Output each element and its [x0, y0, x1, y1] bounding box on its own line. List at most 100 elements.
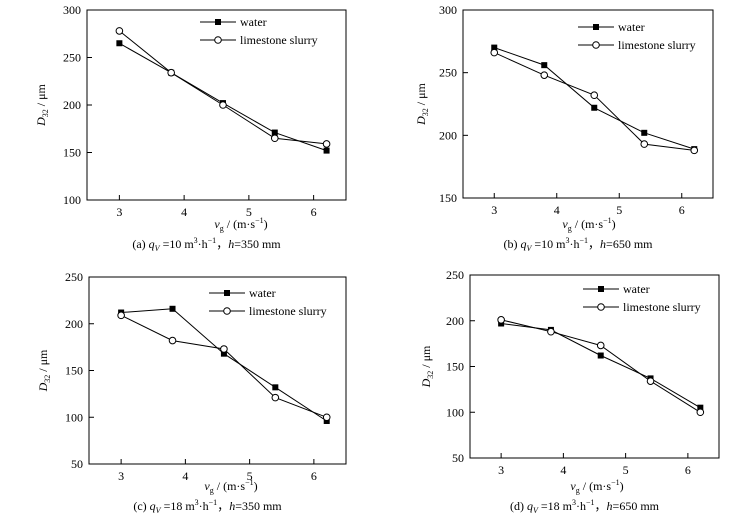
data-point-limestone-slurry [322, 413, 331, 422]
data-point-water [323, 147, 330, 154]
chart-panel-3: 3 4 5 6 50 100 150 200 250 vg / (m·s−1) D32 / μm (d… [419, 268, 720, 515]
x-tick-label: 4 [182, 469, 188, 483]
data-point-limestone-slurry [646, 377, 655, 385]
y-tick-label: 100 [65, 410, 83, 424]
y-axis-label: D32 / μm [419, 345, 435, 388]
data-point-water [697, 404, 704, 411]
data-point-water [597, 352, 604, 359]
y-tick-label: 150 [439, 191, 457, 205]
legend-marker-limestone-slurry [223, 307, 231, 315]
data-point-water [541, 62, 548, 69]
y-tick-label: 250 [63, 51, 81, 65]
series-line-water [119, 42, 327, 152]
legend-label: limestone slurry [240, 33, 318, 47]
y-tick-label: 300 [439, 3, 457, 17]
y-tick-label: 200 [446, 314, 464, 328]
data-point-limestone-slurry [322, 140, 331, 148]
y-tick-label: 100 [446, 405, 464, 419]
legend-marker-water [598, 286, 604, 292]
x-tick-label: 4 [554, 203, 560, 217]
x-tick-label: 3 [498, 463, 504, 477]
data-point-limestone-slurry [219, 101, 227, 109]
y-axis-label: D32 / μm [414, 82, 430, 125]
y-tick-label: 250 [439, 66, 457, 80]
data-point-limestone-slurry [490, 48, 499, 57]
data-point-water [491, 44, 498, 51]
data-point-limestone-slurry [497, 316, 505, 324]
data-point-limestone-slurry [690, 146, 699, 155]
panel-caption: (d) qV =18 m3·h−1，h=650 mm [510, 498, 660, 515]
legend-marker-limestone-slurry [592, 41, 600, 49]
data-point-limestone-slurry [270, 134, 279, 143]
legend-label: water [240, 15, 267, 29]
x-tick-label: 5 [623, 463, 629, 477]
data-point-limestone-slurry [220, 345, 228, 353]
x-tick-label: 4 [560, 463, 566, 477]
x-tick-label: 6 [311, 205, 317, 219]
chart-panel-1: 3 4 5 6 150 200 250 300 vg / (m·s−1) D32 / μm (b) … [414, 3, 714, 253]
y-tick-label: 100 [63, 193, 81, 207]
y-tick-label: 200 [63, 98, 81, 112]
y-tick-label: 250 [446, 268, 464, 282]
data-point-water [271, 129, 278, 136]
series-line-limestone-slurry [494, 52, 695, 151]
data-point-limestone-slurry [168, 336, 177, 345]
data-point-limestone-slurry [640, 140, 649, 148]
x-tick-label: 3 [491, 203, 497, 217]
series-line-limestone-slurry [120, 314, 327, 418]
data-point-water [169, 305, 176, 312]
data-point-water [116, 40, 123, 47]
legend-label: water [618, 20, 645, 34]
y-tick-label: 200 [439, 128, 457, 142]
data-point-limestone-slurry [540, 71, 549, 79]
data-point-limestone-slurry [590, 91, 599, 100]
plot-frame [462, 9, 714, 199]
chart-panel-2: 3 4 5 6 50 100 150 200 250 vg / (m·s−1) D32 / μm (c… [36, 270, 347, 515]
x-axis-label: vg / (m·s−1) [562, 216, 615, 233]
data-point-limestone-slurry [271, 393, 280, 402]
series-line-water [501, 323, 701, 409]
y-tick-label: 150 [65, 364, 83, 378]
legend-marker-limestone-slurry [597, 303, 605, 311]
data-point-water [591, 104, 598, 111]
data-point-limestone-slurry [696, 408, 705, 417]
x-tick-label: 4 [181, 205, 187, 219]
x-axis-label: vg / (m·s−1) [570, 478, 623, 495]
legend-label: water [249, 286, 276, 300]
legend-label: water [623, 282, 650, 296]
legend-label: limestone slurry [623, 300, 701, 314]
data-point-limestone-slurry [596, 341, 605, 350]
series-line-limestone-slurry [119, 30, 327, 145]
chart-panel-0: 3 4 5 6 100 150 200 250 300 vg / (m·s−1) D32 / μm (… [34, 3, 347, 253]
y-tick-label: 300 [63, 3, 81, 17]
x-tick-label: 3 [118, 469, 124, 483]
data-point-limestone-slurry [167, 68, 175, 77]
panel-caption: (c) qV =18 m3·h−1，h=350 mm [133, 498, 282, 515]
x-tick-label: 5 [616, 203, 622, 217]
legend-marker-water [215, 19, 221, 25]
legend-marker-water [593, 24, 599, 30]
x-tick-label: 6 [685, 463, 691, 477]
data-point-water [272, 384, 279, 391]
x-tick-label: 6 [311, 469, 317, 483]
data-point-water [641, 129, 648, 136]
legend-marker-limestone-slurry [214, 36, 222, 44]
panel-caption: (a) qV =10 m3·h−1，h=350 mm [132, 236, 281, 253]
legend-marker-water [224, 290, 230, 296]
legend-label: limestone slurry [249, 304, 327, 318]
data-point-limestone-slurry [117, 311, 125, 320]
y-tick-label: 50 [452, 451, 464, 465]
y-axis-label: D32 / μm [34, 83, 50, 126]
x-tick-label: 5 [246, 205, 252, 219]
x-axis-label: vg / (m·s−1) [204, 478, 257, 495]
legend-label: limestone slurry [618, 38, 696, 52]
y-tick-label: 150 [446, 360, 464, 374]
data-point-limestone-slurry [115, 27, 124, 35]
x-tick-label: 6 [679, 203, 685, 217]
y-tick-label: 150 [63, 146, 81, 160]
panel-caption: (b) qV =10 m3·h−1，h=650 mm [504, 236, 654, 253]
y-tick-label: 50 [71, 457, 83, 471]
y-tick-label: 200 [65, 317, 83, 331]
data-point-water [220, 350, 227, 357]
